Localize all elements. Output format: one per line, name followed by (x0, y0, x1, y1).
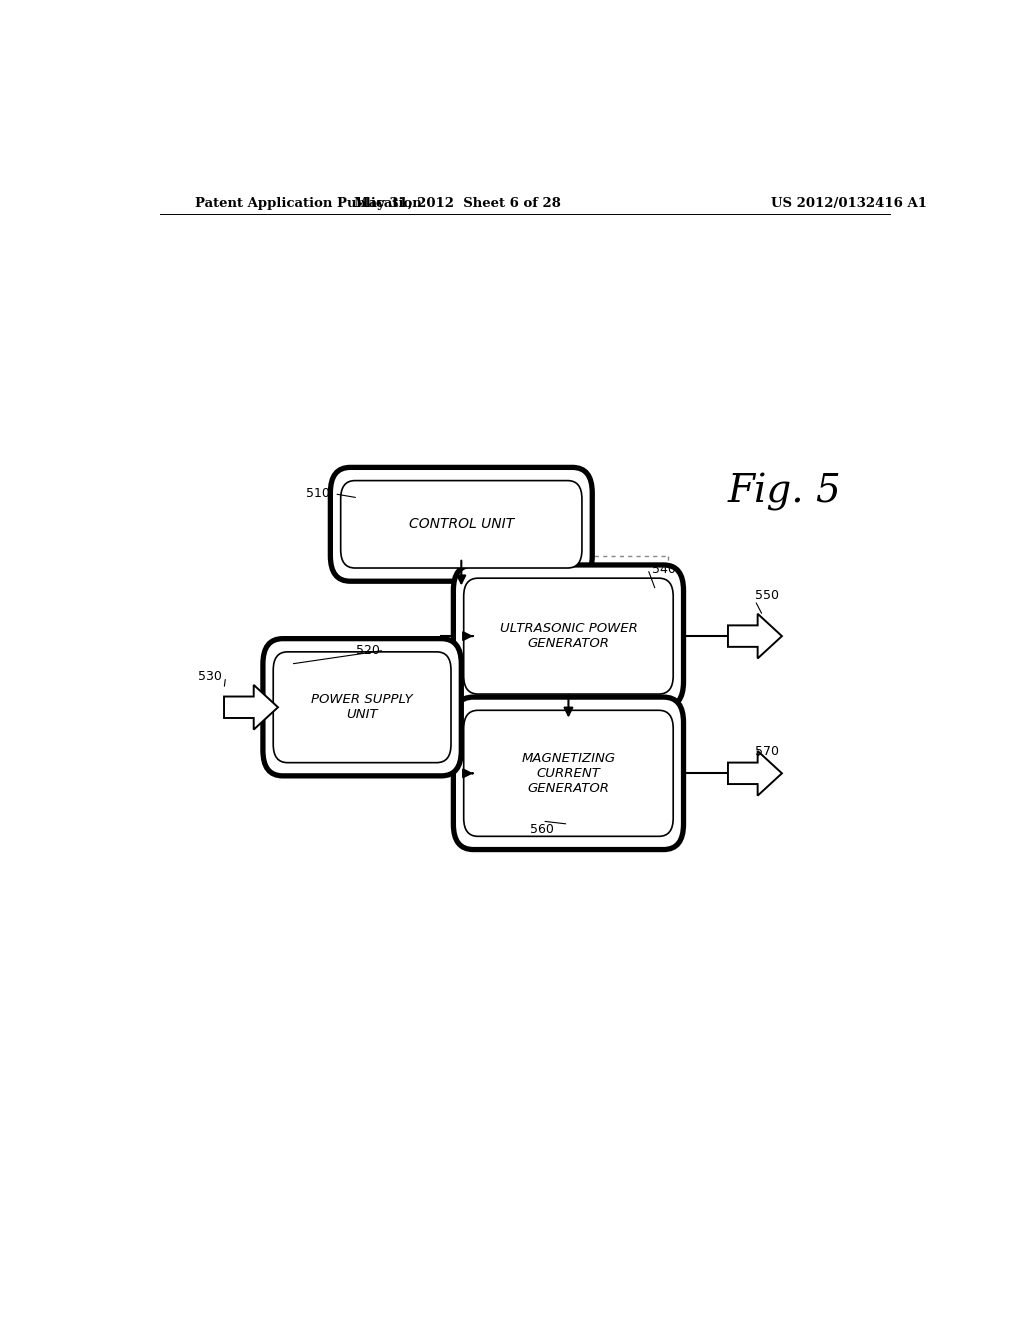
FancyBboxPatch shape (454, 697, 684, 850)
FancyBboxPatch shape (341, 480, 582, 568)
Text: 560: 560 (530, 822, 554, 836)
Text: 520: 520 (356, 644, 380, 657)
Text: CONTROL UNIT: CONTROL UNIT (409, 517, 514, 532)
FancyBboxPatch shape (273, 652, 451, 763)
Text: May 31, 2012  Sheet 6 of 28: May 31, 2012 Sheet 6 of 28 (354, 197, 561, 210)
Text: 530: 530 (198, 671, 221, 684)
Polygon shape (224, 685, 278, 730)
Text: Patent Application Publication: Patent Application Publication (196, 197, 422, 210)
FancyBboxPatch shape (331, 467, 592, 581)
Text: US 2012/0132416 A1: US 2012/0132416 A1 (771, 197, 927, 210)
Text: 550: 550 (755, 589, 779, 602)
FancyBboxPatch shape (454, 565, 684, 708)
Text: 570: 570 (755, 746, 779, 759)
Polygon shape (728, 614, 782, 659)
Text: MAGNETIZING
CURRENT
GENERATOR: MAGNETIZING CURRENT GENERATOR (521, 752, 615, 795)
FancyBboxPatch shape (464, 578, 673, 694)
Text: POWER SUPPLY
UNIT: POWER SUPPLY UNIT (311, 693, 413, 721)
Text: Fig. 5: Fig. 5 (727, 473, 841, 511)
FancyBboxPatch shape (263, 639, 461, 776)
Polygon shape (728, 751, 782, 796)
Text: ULTRASONIC POWER
GENERATOR: ULTRASONIC POWER GENERATOR (500, 622, 637, 651)
Text: 540: 540 (652, 562, 676, 576)
Text: 510: 510 (306, 487, 331, 500)
FancyBboxPatch shape (464, 710, 673, 837)
